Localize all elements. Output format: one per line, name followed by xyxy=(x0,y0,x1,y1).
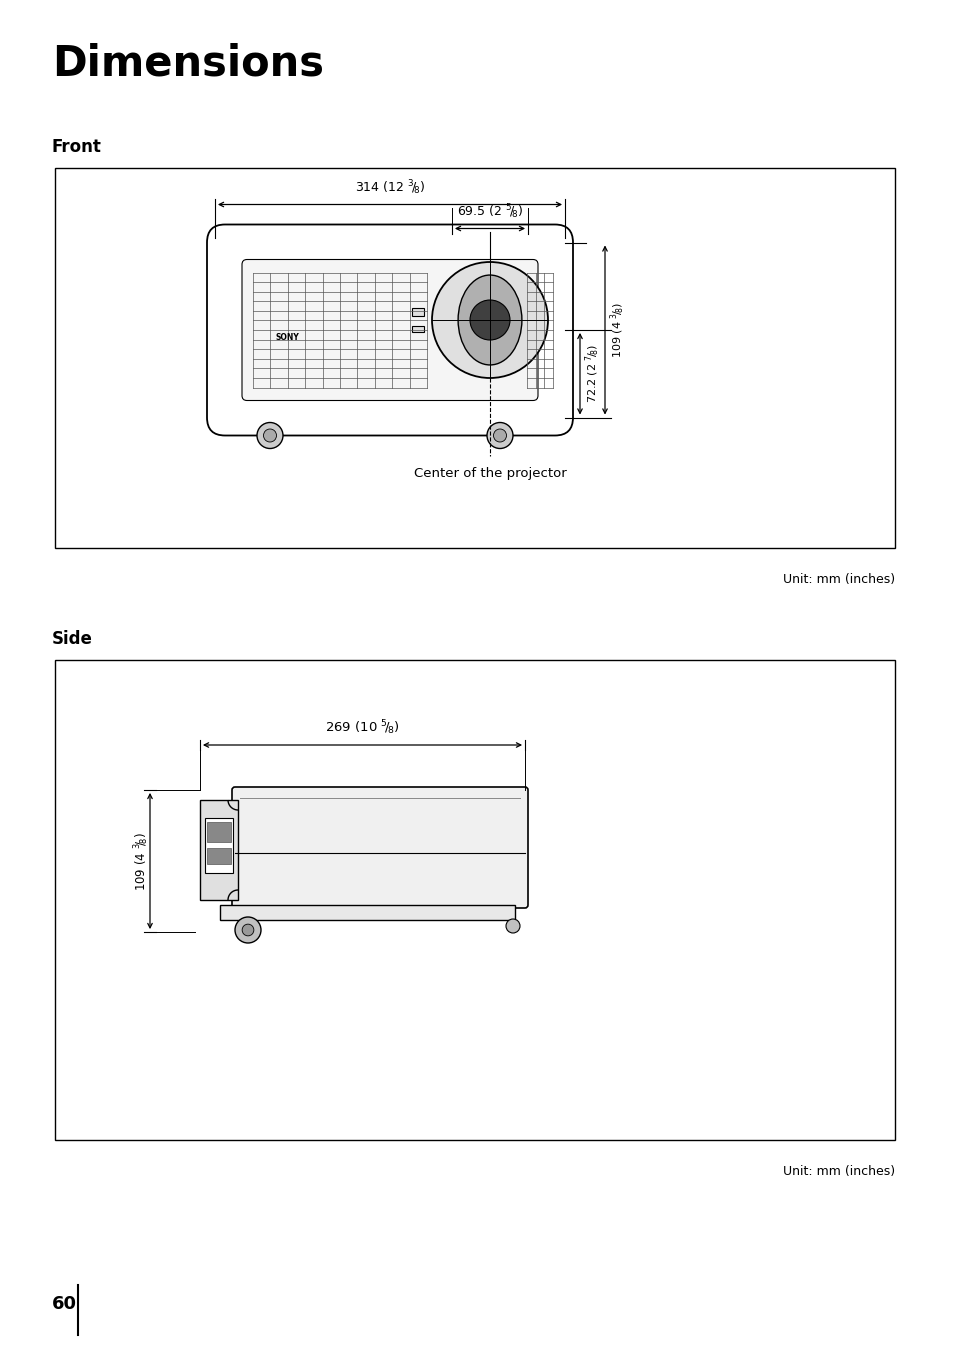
Bar xyxy=(412,308,423,316)
Text: 269 (10 $^5\!/\!_8$): 269 (10 $^5\!/\!_8$) xyxy=(325,718,399,737)
Text: 314 (12 $^3\!/\!_8$): 314 (12 $^3\!/\!_8$) xyxy=(355,178,425,196)
Circle shape xyxy=(470,300,510,339)
Circle shape xyxy=(432,262,547,379)
Text: 60: 60 xyxy=(52,1295,77,1313)
FancyBboxPatch shape xyxy=(242,260,537,400)
Text: Dimensions: Dimensions xyxy=(52,42,324,84)
Text: 109 (4 $^3\!/\!_8$): 109 (4 $^3\!/\!_8$) xyxy=(608,301,626,358)
Circle shape xyxy=(486,422,513,449)
Text: SONY: SONY xyxy=(274,334,298,342)
Circle shape xyxy=(234,917,261,942)
FancyBboxPatch shape xyxy=(232,787,527,909)
Circle shape xyxy=(256,422,283,449)
Text: 109 (4 $^3\!/\!_8$): 109 (4 $^3\!/\!_8$) xyxy=(132,831,152,891)
Bar xyxy=(200,800,237,900)
Circle shape xyxy=(263,429,276,442)
Bar xyxy=(207,822,231,842)
Text: Front: Front xyxy=(52,138,102,155)
Bar xyxy=(205,818,233,873)
Bar xyxy=(55,660,894,1140)
Circle shape xyxy=(505,919,519,933)
Bar xyxy=(55,168,894,548)
Text: Side: Side xyxy=(52,630,92,648)
Bar xyxy=(220,904,515,919)
Circle shape xyxy=(493,429,506,442)
Circle shape xyxy=(242,925,253,936)
Bar xyxy=(207,848,231,864)
Text: Unit: mm (inches): Unit: mm (inches) xyxy=(782,1165,894,1178)
Text: Center of the projector: Center of the projector xyxy=(414,468,566,480)
FancyBboxPatch shape xyxy=(207,224,573,435)
Text: 72.2 (2 $^7\!/\!_8$): 72.2 (2 $^7\!/\!_8$) xyxy=(583,345,601,403)
Bar xyxy=(412,326,423,333)
Text: Unit: mm (inches): Unit: mm (inches) xyxy=(782,573,894,585)
Ellipse shape xyxy=(457,274,521,365)
Text: 69.5 (2 $^5\!/\!_8$): 69.5 (2 $^5\!/\!_8$) xyxy=(456,201,523,220)
